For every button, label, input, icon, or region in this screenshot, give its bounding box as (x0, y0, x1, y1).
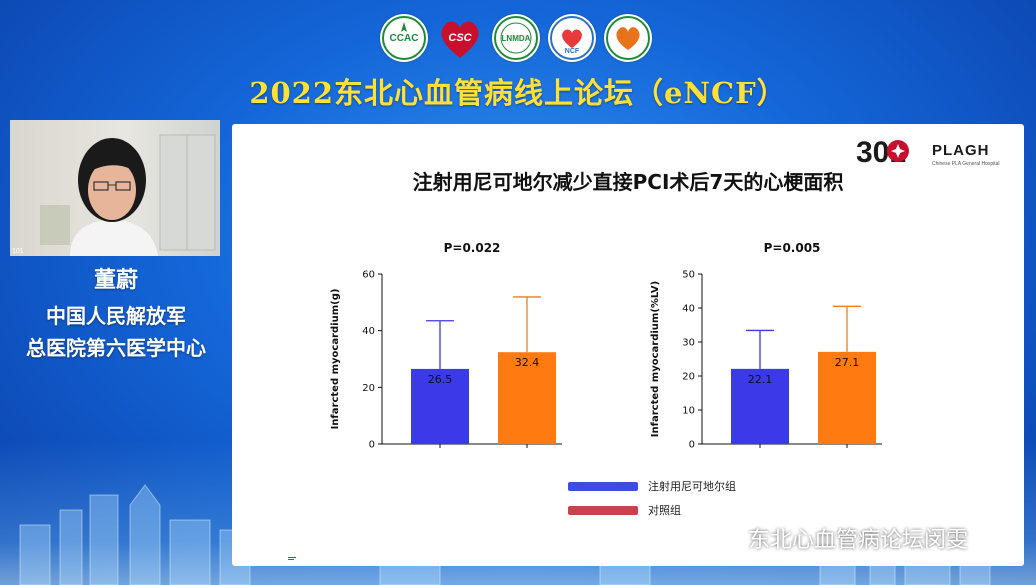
speaker-affiliation-line2: 总医院第六医学中心 (26, 336, 206, 360)
society-logos: CCAC CSC LNMDA NCF (380, 14, 655, 68)
legend-swatch-control (568, 505, 638, 515)
y-tick-label: 0 (369, 440, 375, 451)
bar (818, 351, 876, 444)
chart-legend: 注射用尼可地尔组 对照组 (568, 474, 736, 522)
legend-label-nicorandil: 注射用尼可地尔组 (648, 480, 736, 493)
arrow-right-icon[interactable] (309, 550, 327, 568)
data-label: 26.5 (428, 373, 453, 386)
data-label: 32.4 (515, 356, 540, 369)
video-tag: 101 (12, 248, 24, 255)
legend-item-nicorandil: 注射用尼可地尔组 (568, 474, 736, 498)
ncf-logo: NCF (548, 14, 596, 62)
legend-item-control: 对照组 (568, 498, 736, 522)
ccac-logo-text: CCAC (389, 32, 419, 44)
arrow-left-icon[interactable] (231, 550, 249, 568)
data-label: 22.1 (748, 373, 773, 386)
lnmda-logo: LNMDA (492, 14, 540, 62)
y-tick-label: 40 (682, 304, 695, 315)
forum-title: 2022东北心血管病线上论坛（eNCF） (249, 76, 787, 110)
y-tick-label: 50 (682, 270, 695, 281)
speaker-name: 董蔚 (93, 268, 138, 293)
y-tick-label: 40 (362, 326, 375, 337)
y-tick-label: 20 (362, 383, 375, 394)
chart-title: P=0.005 (764, 241, 821, 255)
bar (731, 368, 789, 444)
slide-title: 注射用尼可地尔减少直接PCI术后7天的心梗面积 (412, 170, 844, 194)
speaker-portrait (40, 134, 216, 256)
pen-icon[interactable] (257, 550, 275, 568)
y-tick-label: 0 (689, 440, 695, 451)
csc-logo: CSC (436, 14, 484, 62)
plagh-logo: 301 PLAGH Chinese PLA General Hospital (856, 136, 1000, 169)
y-tick-label: 10 (682, 406, 695, 417)
ccac-logo: CCAC (380, 14, 428, 62)
bar (411, 368, 469, 444)
plagh-logo-subtext: Chinese PLA General Hospital (932, 161, 1000, 167)
plagh-logo-text: PLAGH (932, 142, 990, 159)
wechat-icon (713, 528, 741, 548)
bar (498, 352, 556, 444)
presentation-slide: 301 PLAGH Chinese PLA General Hospital 注… (232, 124, 1024, 566)
y-axis-label: Infarcted myocardium(g) (330, 289, 341, 430)
y-tick-label: 60 (362, 270, 375, 281)
chart-infarct-percent-lv: P=0.005 Infarcted myocardium(%LV) 0 10 20 30 4… (650, 241, 882, 451)
wechat-watermark: 东北心血管病论坛闵雯 (712, 522, 968, 554)
presentation-toolbar (231, 550, 327, 568)
lnmda-logo-text: LNMDA (501, 33, 531, 43)
chart-title: P=0.022 (444, 241, 501, 255)
y-axis-label: Infarcted myocardium(%LV) (650, 281, 661, 437)
speaker-affiliation-line1: 中国人民解放军 (46, 304, 186, 328)
legend-swatch-nicorandil (568, 481, 638, 491)
watermark-text: 东北心血管病论坛闵雯 (748, 528, 969, 553)
legend-label-control: 对照组 (648, 504, 681, 517)
heart-society-logo (604, 14, 652, 62)
data-label: 27.1 (835, 356, 860, 369)
y-tick-label: 30 (682, 338, 695, 349)
y-tick-label: 20 (682, 372, 695, 383)
message-icon[interactable] (283, 550, 301, 568)
csc-logo-text: CSC (448, 32, 472, 44)
speaker-video: 101 (10, 120, 220, 256)
chart-infarct-grams: P=0.022 Infarcted myocardium(g) 0 20 40 60 26.… (330, 241, 562, 451)
ncf-logo-text: NCF (564, 47, 580, 55)
